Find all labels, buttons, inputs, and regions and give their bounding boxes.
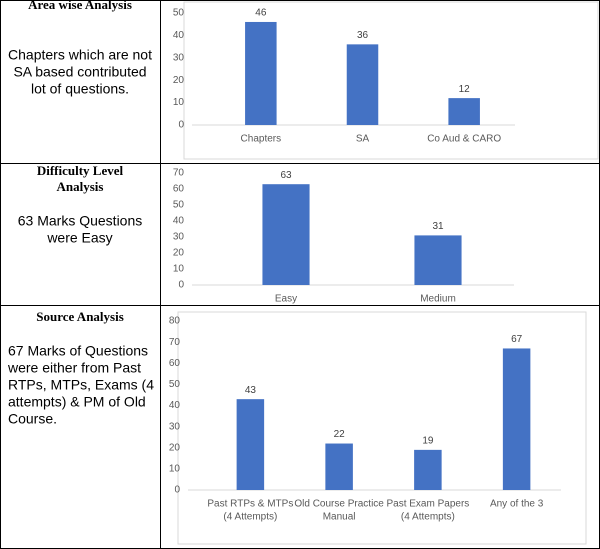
y-tick-label: 0: [178, 280, 184, 291]
bar: [236, 399, 265, 490]
chart-frame: [183, 1, 599, 160]
y-tick-label: 40: [169, 400, 181, 411]
x-tick-label: Old Course Practice: [294, 499, 384, 510]
value-label: 43: [245, 385, 257, 396]
x-tick-label: Past RTPs & MTPs: [207, 499, 293, 510]
y-tick-label: 10: [169, 464, 181, 475]
value-label: 19: [422, 436, 434, 447]
section-heading: Analysis: [57, 179, 104, 194]
y-tick-label: 30: [173, 52, 185, 63]
y-tick-label: 10: [173, 97, 185, 108]
section-text: attempts) & PM of Old: [8, 394, 146, 410]
section-text: were Easy: [46, 230, 112, 246]
value-label: 67: [511, 334, 523, 345]
bar: [346, 44, 379, 125]
y-tick-label: 40: [173, 216, 185, 227]
x-tick-label: Any of the 3: [490, 499, 544, 510]
section-text: SA based contributed: [13, 64, 146, 80]
y-tick-label: 50: [173, 8, 185, 19]
y-tick-label: 80: [169, 316, 181, 327]
y-tick-label: 50: [169, 379, 181, 390]
bar: [414, 449, 442, 490]
y-tick-label: 20: [173, 248, 185, 259]
bar: [414, 235, 462, 285]
y-tick-label: 30: [173, 232, 185, 243]
y-tick-label: 0: [178, 120, 184, 131]
bar: [325, 443, 353, 490]
section-heading: Area wise Analysis: [28, 0, 132, 12]
y-tick-label: 10: [173, 264, 185, 275]
y-tick-label: 20: [173, 75, 185, 86]
y-tick-label: 60: [169, 358, 181, 369]
bar: [448, 98, 480, 125]
x-tick-label: Co Aud & CARO: [427, 134, 501, 145]
value-label: 22: [334, 429, 346, 440]
x-tick-label: Medium: [420, 294, 456, 305]
value-label: 12: [459, 84, 471, 95]
section-text: lot of questions.: [31, 81, 129, 97]
section-text: 67 Marks of Questions: [8, 343, 148, 359]
bar: [502, 348, 531, 490]
section-text: RTPs, MTPs, Exams (4: [8, 377, 154, 393]
value-label: 63: [280, 170, 292, 181]
x-tick-label: (4 Attempts): [223, 512, 277, 523]
x-tick-label: Chapters: [241, 134, 282, 145]
x-tick-label: (4 Attempts): [401, 512, 455, 523]
y-tick-label: 60: [173, 184, 185, 195]
y-tick-label: 70: [169, 337, 181, 348]
x-tick-label: Easy: [275, 294, 297, 305]
value-label: 46: [255, 8, 267, 19]
value-label: 36: [357, 30, 369, 41]
x-tick-label: Past Exam Papers: [386, 499, 469, 510]
y-tick-label: 50: [173, 200, 185, 211]
y-tick-label: 40: [173, 30, 185, 41]
y-tick-label: 70: [173, 168, 185, 179]
bar: [262, 184, 310, 285]
section-text: Course.: [8, 411, 57, 427]
section-heading: Source Analysis: [36, 309, 124, 324]
section-text: 63 Marks Questions: [18, 213, 143, 229]
chart-frame: [177, 311, 587, 545]
x-tick-label: Manual: [323, 512, 356, 523]
value-label: 31: [432, 221, 444, 232]
y-tick-label: 20: [169, 442, 181, 453]
section-text: Chapters which are not: [8, 47, 152, 63]
section-text: were either from Past: [7, 360, 141, 376]
y-tick-label: 0: [174, 485, 180, 496]
bar: [245, 21, 277, 125]
x-tick-label: SA: [356, 134, 370, 145]
section-heading: Difficulty Level: [37, 163, 124, 178]
y-tick-label: 30: [169, 421, 181, 432]
